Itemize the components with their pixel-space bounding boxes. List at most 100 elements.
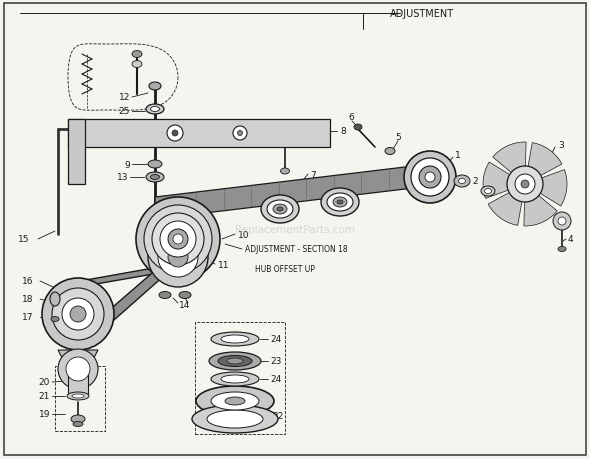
Circle shape	[173, 235, 183, 245]
Text: 15: 15	[18, 235, 30, 244]
Circle shape	[558, 218, 566, 225]
Ellipse shape	[67, 392, 89, 400]
Text: 9: 9	[124, 160, 130, 169]
Text: 5: 5	[395, 133, 401, 142]
Ellipse shape	[337, 201, 343, 205]
Text: 18: 18	[22, 295, 34, 304]
Circle shape	[62, 298, 94, 330]
Text: 10: 10	[238, 230, 250, 239]
Ellipse shape	[132, 51, 142, 58]
Circle shape	[507, 167, 543, 202]
Ellipse shape	[454, 176, 470, 188]
Circle shape	[58, 349, 98, 389]
Ellipse shape	[50, 292, 60, 306]
Text: 21: 21	[38, 392, 50, 401]
Ellipse shape	[72, 394, 84, 398]
Ellipse shape	[192, 405, 278, 433]
Ellipse shape	[179, 292, 191, 299]
Text: 4: 4	[568, 235, 573, 244]
Ellipse shape	[71, 415, 85, 423]
Circle shape	[52, 288, 104, 340]
Circle shape	[238, 131, 242, 136]
Ellipse shape	[207, 410, 263, 428]
Polygon shape	[86, 265, 182, 285]
Text: 11: 11	[218, 260, 230, 269]
Text: 13: 13	[116, 173, 128, 182]
Circle shape	[144, 206, 212, 274]
Ellipse shape	[425, 173, 435, 183]
Ellipse shape	[267, 201, 293, 218]
Circle shape	[42, 279, 114, 350]
Text: ADJUSTMENT: ADJUSTMENT	[390, 9, 454, 19]
Text: 20: 20	[38, 378, 50, 386]
Text: HUB OFFSET UP: HUB OFFSET UP	[255, 265, 315, 274]
Circle shape	[233, 127, 247, 141]
Text: 7: 7	[310, 170, 316, 179]
Circle shape	[66, 357, 90, 381]
Text: 17: 17	[22, 313, 34, 322]
Circle shape	[136, 197, 220, 281]
Ellipse shape	[327, 194, 353, 212]
Circle shape	[553, 213, 571, 230]
Text: 25: 25	[119, 107, 130, 116]
Text: ADJUSTMENT - SECTION 18: ADJUSTMENT - SECTION 18	[245, 245, 348, 254]
Polygon shape	[68, 120, 330, 148]
Text: ReplacementParts.com: ReplacementParts.com	[235, 224, 355, 235]
Ellipse shape	[277, 207, 283, 212]
Text: 12: 12	[119, 93, 130, 102]
Ellipse shape	[221, 335, 249, 343]
Ellipse shape	[211, 372, 259, 386]
Text: 8: 8	[340, 127, 346, 136]
Ellipse shape	[132, 62, 142, 68]
Ellipse shape	[404, 151, 456, 203]
Text: 19: 19	[38, 409, 50, 419]
Text: 1: 1	[455, 150, 461, 159]
Ellipse shape	[146, 173, 164, 183]
Text: 14: 14	[179, 301, 191, 310]
Ellipse shape	[221, 375, 249, 383]
Polygon shape	[488, 190, 523, 226]
Text: 6: 6	[348, 113, 354, 122]
Ellipse shape	[51, 317, 59, 322]
Ellipse shape	[419, 167, 441, 189]
Ellipse shape	[227, 358, 243, 364]
Text: 23: 23	[270, 357, 281, 366]
Ellipse shape	[218, 356, 252, 367]
Polygon shape	[483, 162, 514, 199]
Text: 22: 22	[272, 412, 283, 420]
Circle shape	[148, 228, 208, 287]
Ellipse shape	[558, 247, 566, 252]
Ellipse shape	[209, 352, 261, 370]
Circle shape	[158, 237, 198, 277]
Polygon shape	[68, 120, 85, 185]
Ellipse shape	[149, 83, 161, 91]
Ellipse shape	[273, 205, 287, 214]
Ellipse shape	[481, 187, 495, 196]
Ellipse shape	[150, 107, 159, 112]
Polygon shape	[58, 350, 98, 369]
Ellipse shape	[225, 397, 245, 405]
Ellipse shape	[148, 161, 162, 168]
Text: 26: 26	[490, 170, 502, 179]
Polygon shape	[70, 262, 174, 350]
Text: 16: 16	[22, 277, 34, 286]
Ellipse shape	[333, 197, 347, 207]
Circle shape	[167, 126, 183, 142]
Ellipse shape	[146, 105, 164, 115]
FancyBboxPatch shape	[68, 364, 88, 394]
Polygon shape	[524, 192, 557, 226]
Polygon shape	[155, 165, 430, 219]
Text: 24: 24	[270, 335, 281, 344]
Circle shape	[70, 306, 86, 322]
Ellipse shape	[150, 175, 159, 180]
Circle shape	[515, 174, 535, 195]
Ellipse shape	[411, 159, 449, 196]
Ellipse shape	[211, 392, 259, 410]
Ellipse shape	[354, 125, 362, 131]
Ellipse shape	[159, 292, 171, 299]
Ellipse shape	[385, 148, 395, 155]
Ellipse shape	[484, 189, 491, 194]
Circle shape	[168, 247, 188, 268]
Ellipse shape	[280, 168, 290, 174]
Ellipse shape	[211, 332, 259, 346]
